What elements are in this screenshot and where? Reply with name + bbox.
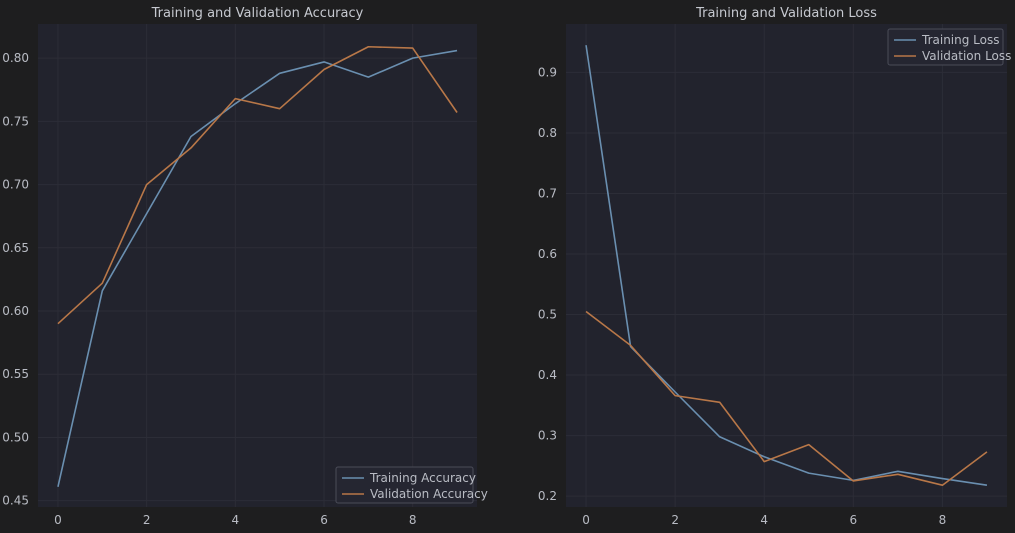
- loss-x-tick-label: 2: [671, 513, 679, 527]
- loss-x-tick-label: 4: [760, 513, 768, 527]
- accuracy-x-tick-label: 2: [143, 513, 151, 527]
- accuracy-y-tick-label: 0.50: [2, 430, 29, 444]
- accuracy-x-tick-label: 0: [54, 513, 62, 527]
- validation-accuracy-line: [57, 45, 458, 325]
- accuracy-chart-panel: 0 2 4 6 8 0.45 0.50 0.55 0.60 0.65 0.70 0.75 0.80 Tr…: [2, 6, 488, 527]
- accuracy-x-tick-label: 6: [320, 513, 328, 527]
- accuracy-y-tick-label: 0.80: [2, 51, 29, 65]
- accuracy-y-tick-label: 0.70: [2, 178, 29, 192]
- training-accuracy-legend-label: Training Accuracy: [369, 471, 476, 485]
- accuracy-legend-box: [335, 466, 474, 504]
- validation-accuracy-legend-label: Validation Accuracy: [370, 487, 488, 501]
- loss-y-tick-label: 0.8: [538, 126, 557, 140]
- accuracy-y-tick-label: 0.65: [2, 241, 29, 255]
- loss-axes-background: [566, 24, 1007, 507]
- loss-y-tick-label: 0.3: [538, 429, 557, 443]
- accuracy-legend: Training Accuracy Validation Accuracy: [335, 466, 488, 504]
- loss-y-tick-label: 0.5: [538, 308, 557, 322]
- loss-x-tick-label: 6: [849, 513, 857, 527]
- accuracy-chart-title: Training and Validation Accuracy: [151, 6, 364, 21]
- accuracy-series-lines: [57, 45, 458, 487]
- loss-tick-labels: 0 2 4 6 8 0.2 0.3 0.4 0.5 0.6 0.7 0.8 0.9: [538, 65, 946, 527]
- loss-series-lines: [585, 45, 988, 487]
- accuracy-y-tick-label: 0.60: [2, 304, 29, 318]
- loss-x-tick-label: 8: [939, 513, 947, 527]
- loss-legend-box: [887, 28, 1004, 66]
- accuracy-y-tick-label: 0.75: [2, 114, 29, 128]
- loss-y-tick-label: 0.7: [538, 186, 557, 200]
- validation-loss-line: [585, 310, 988, 487]
- accuracy-x-tick-label: 4: [232, 513, 240, 527]
- accuracy-x-tick-label: 8: [409, 513, 417, 527]
- loss-gridlines: [566, 24, 1007, 507]
- accuracy-axes-background: [38, 24, 477, 507]
- loss-x-tick-label: 0: [582, 513, 590, 527]
- loss-y-tick-label: 0.9: [538, 65, 557, 79]
- accuracy-y-tick-label: 0.45: [2, 494, 29, 508]
- loss-y-tick-label: 0.4: [538, 368, 557, 382]
- training-loss-legend-label: Training Loss: [921, 33, 999, 47]
- loss-legend: Training Loss Validation Loss: [887, 28, 1011, 66]
- validation-loss-legend-label: Validation Loss: [922, 49, 1011, 63]
- loss-chart-panel: 0 2 4 6 8 0.2 0.3 0.4 0.5 0.6 0.7 0.8 0.9 Training a…: [538, 6, 1011, 527]
- training-accuracy-line: [57, 49, 458, 487]
- loss-chart-title: Training and Validation Loss: [695, 6, 877, 21]
- loss-y-tick-label: 0.6: [538, 247, 557, 261]
- accuracy-tick-labels: 0 2 4 6 8 0.45 0.50 0.55 0.60 0.65 0.70 0.75 0.80: [2, 51, 416, 527]
- accuracy-y-tick-label: 0.55: [2, 367, 29, 381]
- loss-y-tick-label: 0.2: [538, 489, 557, 503]
